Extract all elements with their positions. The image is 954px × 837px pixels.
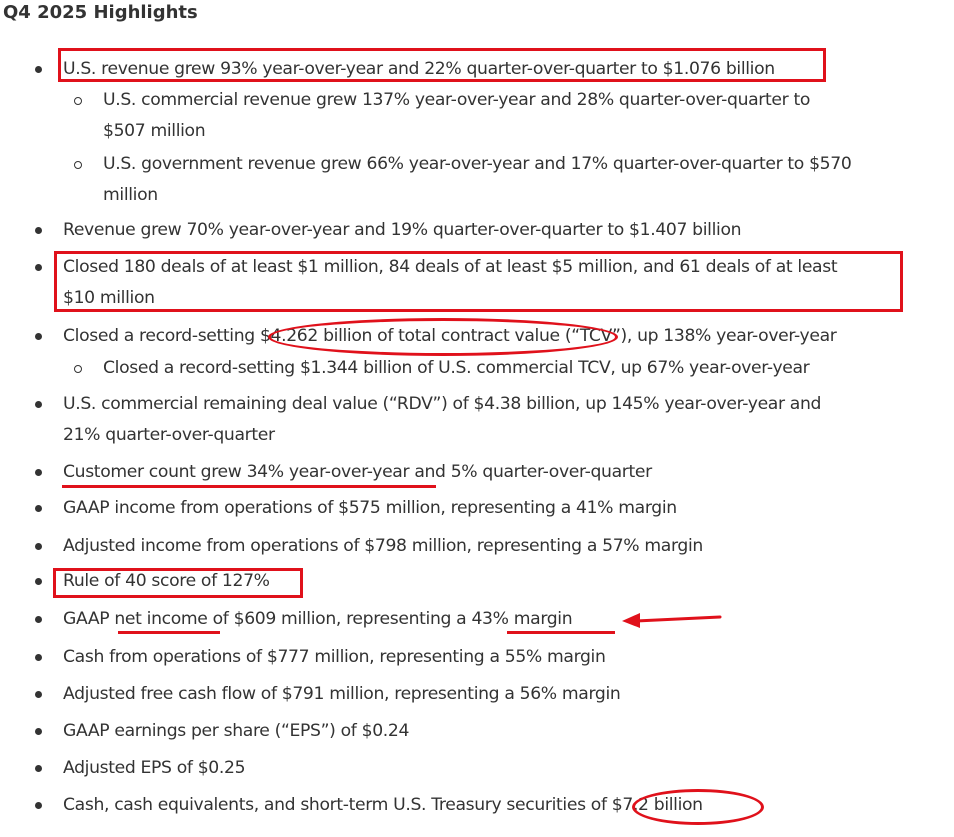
list-item-text: U.S. commercial remaining deal value (“R… (63, 394, 822, 414)
bullet-icon (35, 654, 42, 661)
bullet-icon (35, 66, 42, 73)
bullet-icon (35, 505, 42, 512)
sub-list-item-text: million (103, 185, 158, 205)
bullet-icon (35, 264, 42, 271)
bullet-icon (35, 728, 42, 735)
list-item-text: Cash from operations of $777 million, re… (63, 647, 606, 667)
sub-bullet-icon (74, 97, 82, 105)
underline-net-income (118, 631, 220, 634)
list-item-text: GAAP income from operations of $575 mill… (63, 498, 677, 518)
list-item-text: $10 million (63, 288, 155, 308)
bullet-icon (35, 543, 42, 550)
list-item-text: Adjusted EPS of $0.25 (63, 758, 246, 778)
sub-bullet-icon (74, 161, 82, 169)
list-item-text: Adjusted income from operations of $798 … (63, 536, 703, 556)
bullet-icon (35, 802, 42, 809)
sub-list-item-text: U.S. government revenue grew 66% year-ov… (103, 154, 852, 174)
underline-customer-count (62, 485, 436, 488)
list-item-text: Revenue grew 70% year-over-year and 19% … (63, 220, 742, 240)
page-title: Q4 2025 Highlights (3, 2, 198, 23)
sub-list-item-text: Closed a record-setting $1.344 billion o… (103, 358, 810, 378)
list-item-text: U.S. revenue grew 93% year-over-year and… (63, 59, 775, 79)
list-item-text: Rule of 40 score of 127% (63, 571, 270, 591)
bullet-icon (35, 333, 42, 340)
sub-bullet-icon (74, 365, 82, 373)
bullet-icon (35, 691, 42, 698)
sub-list-item-text: $507 million (103, 121, 206, 141)
sub-list-item-text: U.S. commercial revenue grew 137% year-o… (103, 90, 811, 110)
list-item-text: Customer count grew 34% year-over-year a… (63, 462, 652, 482)
bullet-icon (35, 765, 42, 772)
list-item-text: GAAP net income of $609 million, represe… (63, 609, 573, 629)
bullet-icon (35, 616, 42, 623)
bullet-icon (35, 469, 42, 476)
list-item-text: 21% quarter-over-quarter (63, 425, 275, 445)
bullet-icon (35, 578, 42, 585)
list-item-text: GAAP earnings per share (“EPS”) of $0.24 (63, 721, 410, 741)
bullet-icon (35, 401, 42, 408)
underline-margin (507, 631, 615, 634)
list-item-text: Adjusted free cash flow of $791 million,… (63, 684, 621, 704)
list-item-text: Cash, cash equivalents, and short-term U… (63, 795, 703, 815)
bullet-icon (35, 227, 42, 234)
arrow-icon (622, 613, 722, 628)
list-item-text: Closed 180 deals of at least $1 million,… (63, 257, 838, 277)
list-item-text: Closed a record-setting $4.262 billion o… (63, 326, 837, 346)
